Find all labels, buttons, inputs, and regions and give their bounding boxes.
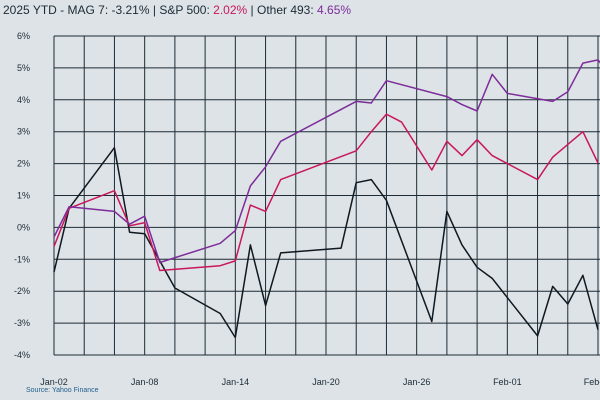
y-tick-label: 4% [17,95,30,105]
y-tick-label: 6% [17,31,30,41]
sp500-title-label: S&P 500: [159,3,214,17]
title-prefix: 2025 YTD - [3,3,68,17]
x-axis-ticks: Jan-02 Jan-08 Jan-14 Jan-20 Jan-26 Feb-01 Feb-… [40,377,600,387]
y-tick-label: -3% [14,318,30,328]
y-tick-label: 1% [17,191,30,201]
y-tick-label: 0% [17,222,30,232]
x-tick-label: Jan-26 [403,377,431,387]
y-tick-label: 5% [17,63,30,73]
x-tick-label: Jan-20 [312,377,340,387]
series-line-mag-7 [53,146,599,339]
x-tick-label: Jan-14 [222,377,250,387]
y-tick-label: -1% [14,254,30,264]
chart-grid [53,35,600,356]
y-tick-label: -2% [14,286,30,296]
mag7-title-value: -3.21% [111,3,150,17]
chart-title: 2025 YTD - MAG 7: -3.21% | S&P 500: 2.02… [3,3,351,17]
title-separator: | [247,3,257,17]
x-tick-label: Jan-02 [40,377,68,387]
title-separator: | [149,3,160,17]
series-line-s-p-500 [53,113,599,272]
mag7-title-label: MAG 7: [67,3,112,17]
x-tick-label: Feb-01 [493,377,522,387]
y-tick-label: -4% [14,350,30,360]
y-tick-label: 2% [17,159,30,169]
y-tick-label: 3% [17,127,30,137]
sp500-title-value: 2.02% [213,3,248,17]
other493-title-value: 4.65% [317,3,352,17]
series-lines [53,59,600,339]
series-line-other-493 [53,59,600,264]
x-tick-label: Feb-07 [584,377,600,387]
y-axis-ticks: 6% 5% 4% 3% 2% 1% 0% -1% -2% -3% -4% [14,31,30,360]
other493-title-label: Other 493: [256,3,318,17]
source-note: Source: Yahoo Finance [26,387,99,394]
x-tick-label: Jan-08 [131,377,159,387]
